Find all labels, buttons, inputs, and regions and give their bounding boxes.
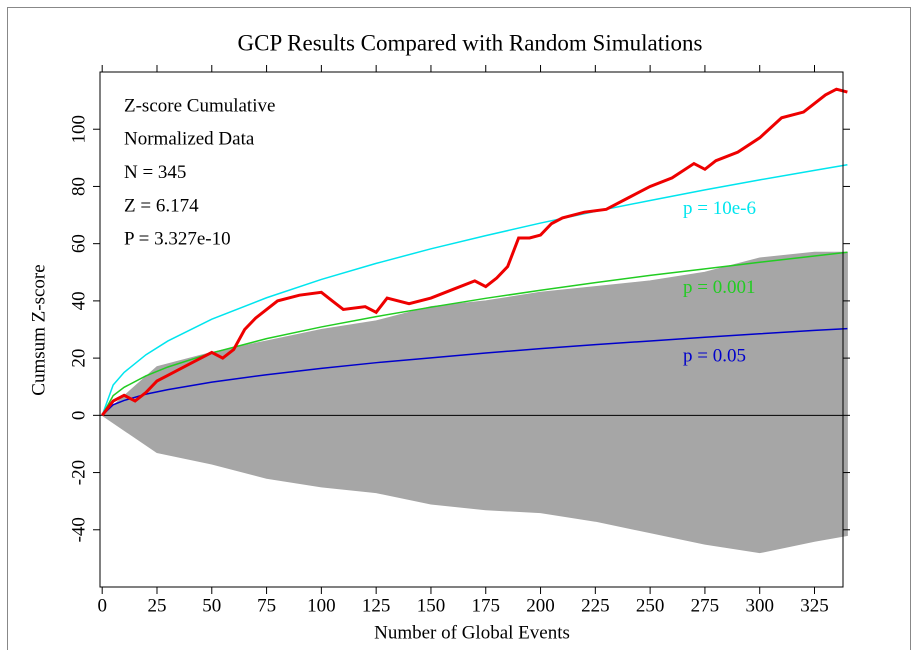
x-tick-label: 25 bbox=[147, 595, 166, 616]
y-tick-label: 100 bbox=[68, 115, 89, 144]
x-tick-label: 75 bbox=[257, 595, 276, 616]
x-axis-label: Number of Global Events bbox=[374, 622, 570, 643]
y-tick-label: 60 bbox=[68, 234, 89, 253]
x-tick-label: 300 bbox=[745, 595, 774, 616]
plot-frame bbox=[99, 71, 844, 588]
chart-title: GCP Results Compared with Random Simulat… bbox=[238, 30, 703, 55]
x-tick-label: 225 bbox=[581, 595, 610, 616]
x-tick-label: 0 bbox=[97, 595, 107, 616]
y-tick-label: 40 bbox=[68, 291, 89, 310]
x-tick-label: 125 bbox=[362, 595, 391, 616]
annotation: Z = 6.174 bbox=[124, 195, 199, 216]
annotation: Normalized Data bbox=[124, 129, 255, 150]
x-tick-label: 50 bbox=[202, 595, 221, 616]
x-tick-label: 100 bbox=[307, 595, 336, 616]
x-tick-label: 325 bbox=[800, 595, 829, 616]
y-tick-label: 0 bbox=[68, 411, 89, 421]
simulation-band bbox=[101, 251, 848, 554]
series-line bbox=[101, 163, 848, 416]
x-tick-label: 175 bbox=[471, 595, 500, 616]
series-line bbox=[101, 87, 848, 417]
y-tick-label: -20 bbox=[68, 460, 89, 485]
y-tick-label: -40 bbox=[68, 517, 89, 542]
x-tick-label: 200 bbox=[526, 595, 555, 616]
x-tick-label: 275 bbox=[691, 595, 720, 616]
annotation: Z-score Cumulative bbox=[124, 95, 275, 116]
y-tick-label: 80 bbox=[68, 177, 89, 196]
annotation: P = 3.327e-10 bbox=[124, 229, 231, 250]
annotation: N = 345 bbox=[124, 162, 186, 183]
x-tick-label: 250 bbox=[636, 595, 665, 616]
y-axis-label: Cumsum Z-score bbox=[28, 264, 49, 395]
series-line bbox=[101, 251, 848, 416]
frame bbox=[7, 7, 911, 655]
series-label: p = 0.001 bbox=[683, 277, 755, 298]
y-tick-label: 20 bbox=[68, 349, 89, 368]
series-label: p = 0.05 bbox=[683, 346, 746, 367]
series-label: p = 10e-6 bbox=[683, 198, 756, 219]
x-tick-label: 150 bbox=[417, 595, 446, 616]
